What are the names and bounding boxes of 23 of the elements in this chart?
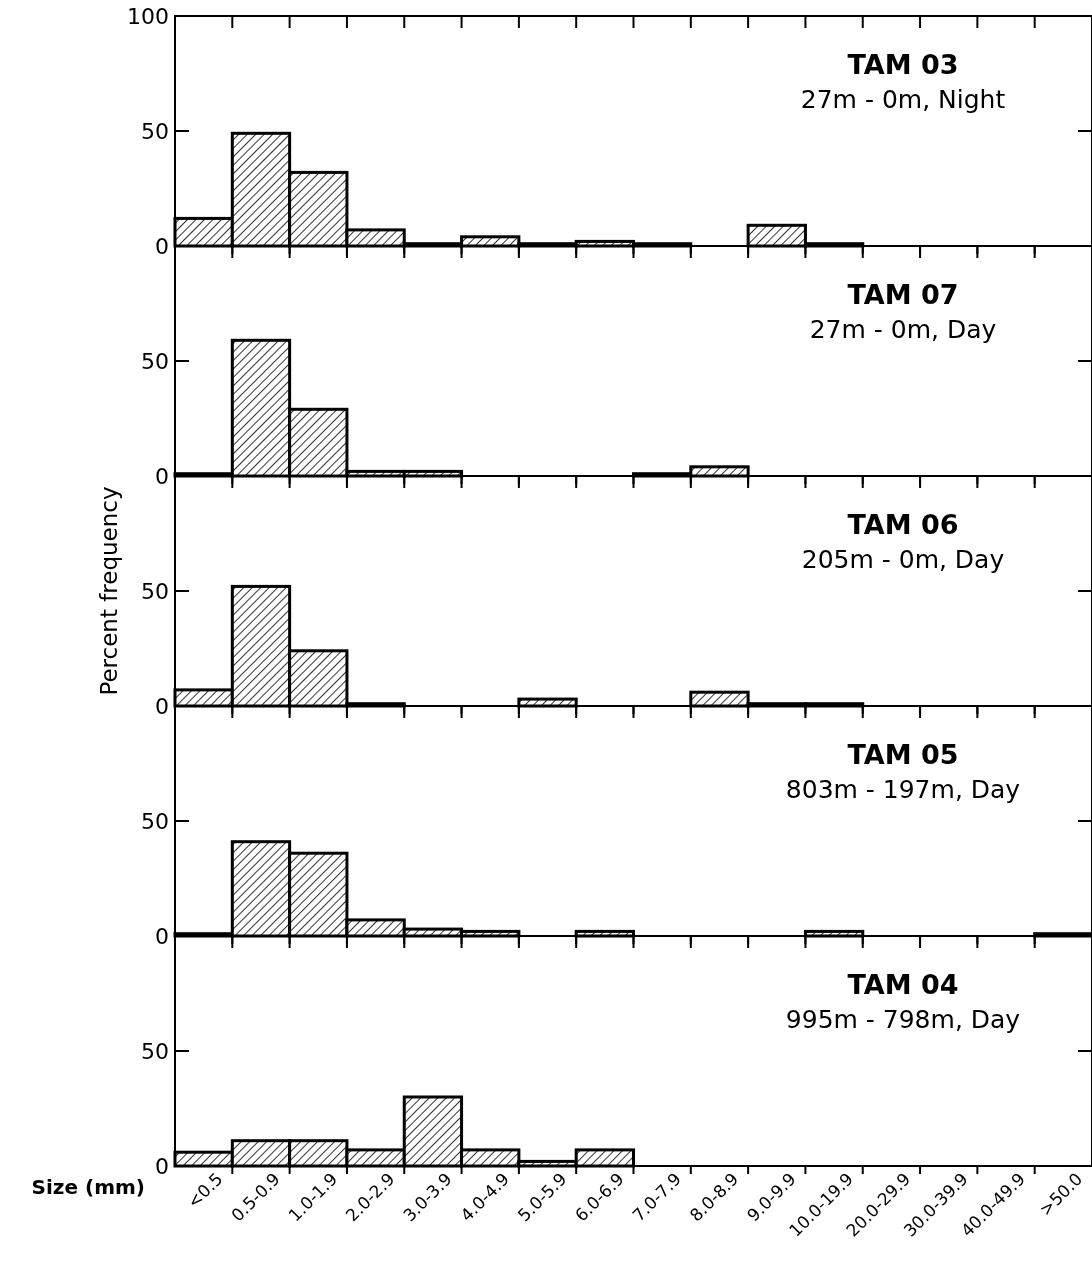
- text: TAM 06: [847, 509, 959, 540]
- text: 803m - 197m, Day: [785, 775, 1021, 804]
- y-axis-title: Percent frequency: [96, 486, 122, 696]
- text: 27m - 0m, Day: [809, 315, 997, 344]
- y-tick-label: 100: [127, 3, 169, 29]
- y-tick-label: 50: [141, 118, 169, 144]
- y-tick-label: 50: [141, 348, 169, 374]
- y-tick-label: 50: [141, 578, 169, 604]
- y-tick-label: 0: [155, 923, 169, 949]
- text: TAM 05: [847, 739, 959, 770]
- y-tick-label: 0: [155, 693, 169, 719]
- text: 27m - 0m, Night: [800, 85, 1006, 114]
- text: 205m - 0m, Day: [801, 545, 1005, 574]
- x-axis-title: Size (mm): [31, 1175, 145, 1199]
- text: TAM 07: [847, 279, 959, 310]
- y-tick-label: 0: [155, 1153, 169, 1179]
- y-tick-label: 0: [155, 233, 169, 259]
- y-tick-label: 0: [155, 463, 169, 489]
- text: TAM 03: [847, 49, 959, 80]
- y-tick-label: 50: [141, 1038, 169, 1064]
- text: 995m - 798m, Day: [785, 1005, 1021, 1034]
- y-tick-label: 50: [141, 808, 169, 834]
- text: TAM 04: [847, 969, 959, 1000]
